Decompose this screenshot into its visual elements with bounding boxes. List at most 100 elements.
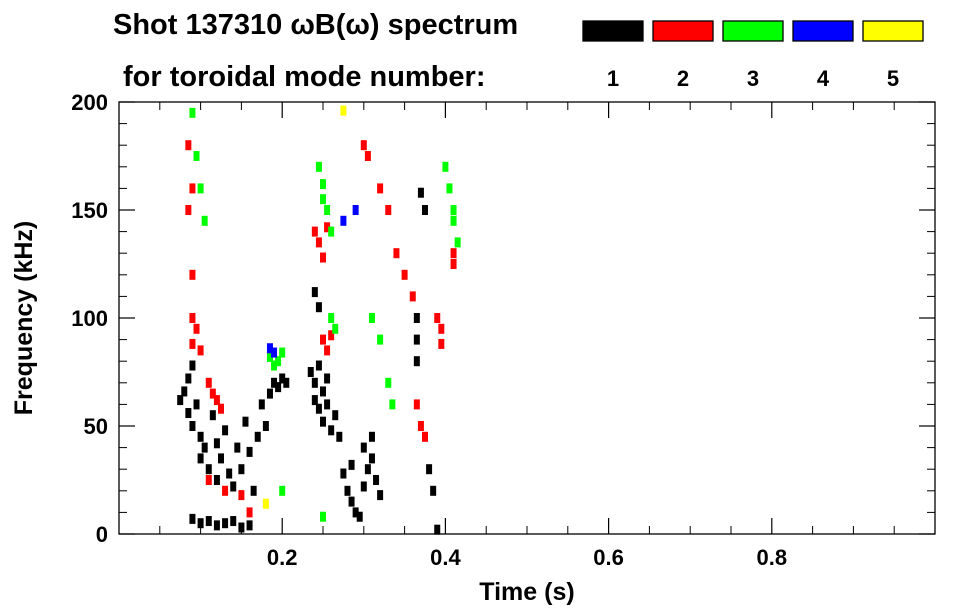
mode-1-point: [222, 518, 229, 529]
mode-2-point: [189, 338, 196, 349]
mode-1-point: [197, 518, 204, 529]
legend-swatch-3: [722, 20, 784, 42]
mode-1-point: [201, 442, 208, 453]
mode-1-point: [213, 475, 220, 485]
axes: 0 50 100 150 200 0.2 0.4 0.6 0.8: [71, 90, 935, 570]
mode-1-point: [230, 481, 237, 492]
mode-1-point: [320, 416, 326, 427]
mode-3-point: [320, 179, 326, 190]
mode-2-point: [413, 399, 420, 410]
mode-3-point: [193, 151, 200, 161]
mode-2-point: [409, 291, 416, 302]
mode-3-point: [279, 485, 286, 496]
mode-2-point: [450, 248, 457, 259]
mode-2-point: [438, 323, 445, 334]
mode-1-point: [348, 459, 355, 470]
mode-1-point: [356, 511, 363, 522]
mode-1-point: [315, 360, 322, 371]
mode-2-point: [324, 222, 331, 233]
mode-1-point: [324, 373, 331, 384]
y-tick-label: 100: [71, 306, 108, 331]
mode-1-point: [246, 520, 253, 531]
mode-2-point: [385, 205, 392, 215]
mode-2-point: [189, 269, 196, 280]
mode-1-point: [193, 399, 200, 410]
mode-1-point: [209, 410, 216, 421]
x-tick-label: 0.4: [430, 545, 461, 570]
chart-title-line1: Shot 137310 ωB(ω) spectrum: [113, 9, 518, 41]
mode-1-point: [413, 356, 420, 367]
mode-1-point: [205, 516, 212, 527]
mode-3-point: [377, 334, 384, 345]
mode-2-point: [422, 431, 428, 442]
mode-2-point: [324, 345, 331, 356]
mode-2-point: [434, 313, 441, 323]
mode-2-point: [360, 140, 367, 151]
mode-4-point: [340, 215, 347, 226]
mode-3-point: [275, 356, 282, 367]
mode-1-point: [320, 386, 326, 397]
mode-2-point: [189, 183, 196, 194]
mode-2-point: [205, 377, 212, 388]
mode-1-point: [266, 388, 273, 399]
mode-1-point: [254, 431, 261, 442]
mode-3-point: [315, 161, 322, 172]
legend-label-2: 2: [677, 66, 689, 91]
mode-2-point: [320, 252, 326, 263]
mode-2-point: [401, 269, 408, 280]
mode-1-point: [373, 475, 380, 485]
mode-1-point: [315, 302, 322, 313]
mode-2-point: [218, 403, 224, 414]
legend-label-4: 4: [817, 66, 830, 91]
mode-2-point: [185, 205, 192, 215]
mode-3-point: [189, 107, 196, 118]
mode-1-point: [197, 453, 204, 464]
mode-2-point: [209, 388, 216, 399]
mode-1-point: [275, 382, 282, 393]
mode-1-point: [434, 524, 441, 535]
x-axis-label: Time (s): [479, 578, 574, 606]
mode-2-point: [197, 345, 204, 356]
mode-5-point: [262, 498, 269, 509]
mode-1-point: [181, 386, 188, 397]
x-tick-label: 0.2: [267, 545, 298, 570]
mode-2-point: [417, 421, 424, 431]
mode-4-point: [352, 205, 359, 215]
mode-2-point: [377, 183, 384, 194]
mode-1-point: [315, 403, 322, 414]
mode-3-point: [201, 215, 208, 226]
mode-3-point: [320, 511, 326, 522]
mode-1-point: [242, 416, 249, 427]
mode-1-point: [177, 395, 184, 406]
mode-1-point: [205, 464, 212, 475]
mode-1-point: [364, 464, 371, 475]
mode-1-point: [189, 513, 196, 524]
mode-3-point: [442, 161, 449, 172]
mode-1-point: [189, 421, 196, 431]
mode-2-point: [189, 313, 196, 323]
mode-1-point: [340, 468, 347, 479]
mode-4-point: [266, 343, 273, 354]
mode-1-point: [234, 442, 241, 453]
mode-1-point: [218, 453, 224, 464]
x-tick-label: 0.8: [757, 545, 788, 570]
y-tick-label: 0: [96, 522, 108, 547]
mode-3-point: [450, 205, 457, 215]
mode-1-point: [250, 485, 257, 496]
mode-1-point: [185, 408, 192, 419]
y-tick-label: 50: [84, 414, 108, 439]
mode-3-point: [328, 226, 335, 237]
mode-1-point: [271, 377, 278, 388]
mode-3-point: [332, 323, 339, 334]
mode-3-point: [368, 313, 375, 323]
y-tick-label: 200: [71, 90, 108, 115]
x-tick-label: 0.6: [593, 545, 624, 570]
mode-1-point: [213, 438, 220, 449]
mode-1-point: [283, 377, 290, 388]
mode-1-point: [246, 446, 253, 457]
mode-2-point: [213, 395, 220, 406]
mode-2-point: [222, 485, 229, 496]
mode-1-point: [222, 425, 229, 436]
mode-3-point: [454, 237, 461, 248]
